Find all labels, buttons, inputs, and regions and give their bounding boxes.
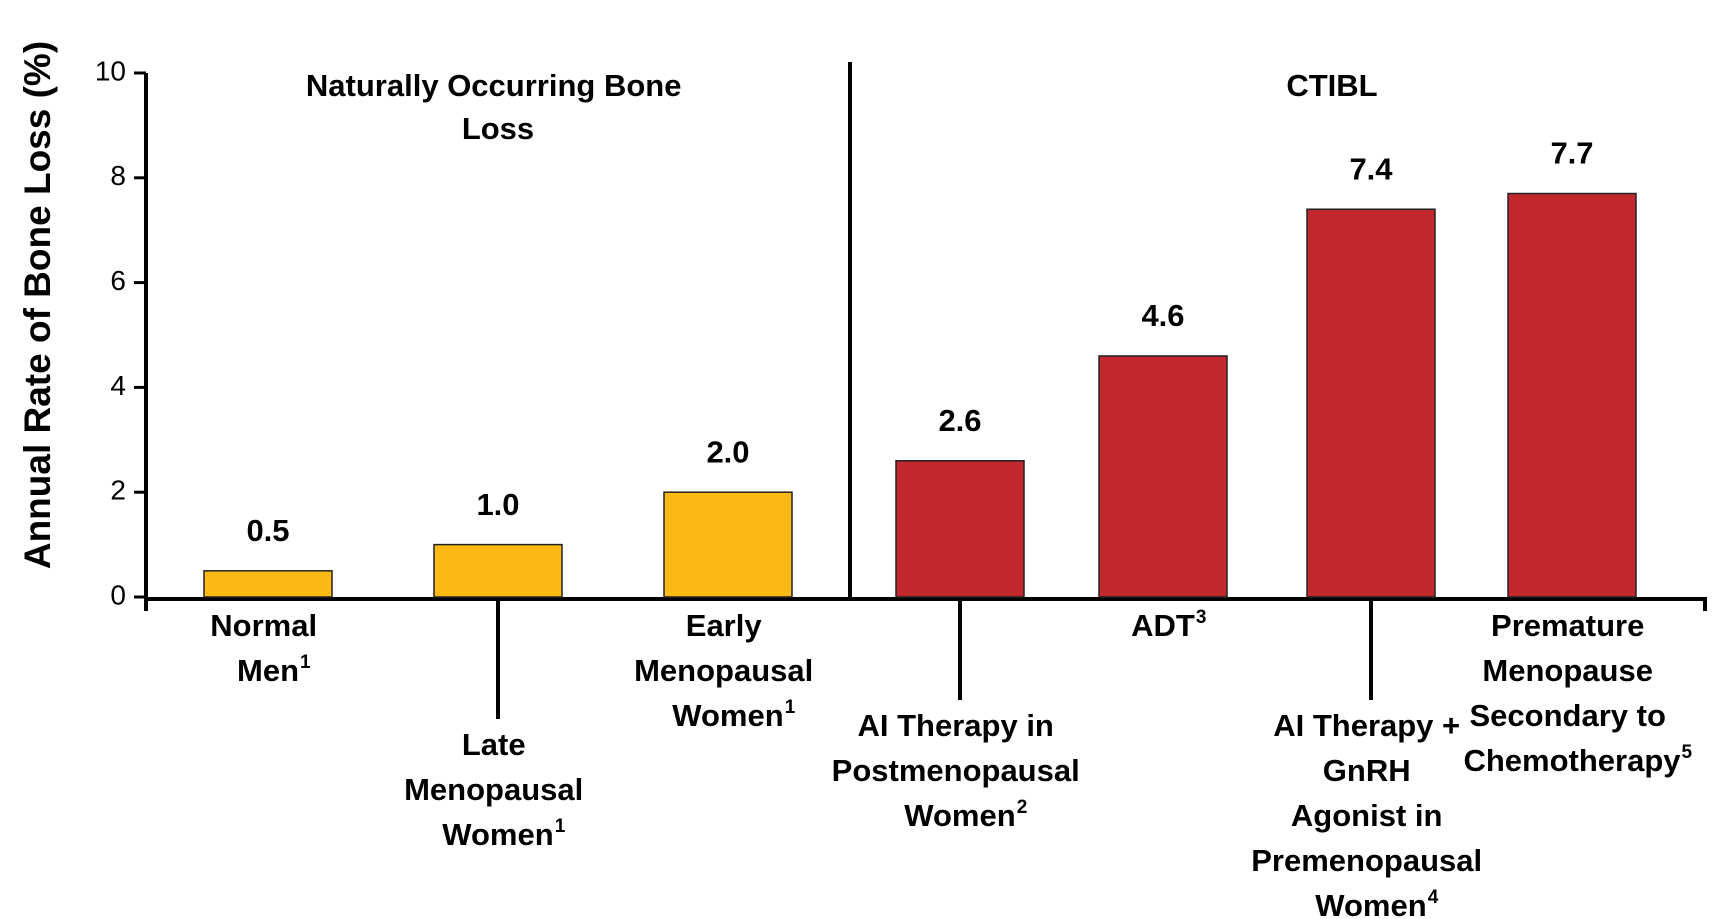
category-note: 1 bbox=[555, 816, 566, 837]
bar bbox=[663, 491, 793, 598]
category-note: 2 bbox=[1017, 797, 1028, 818]
x-tick-label: Late Menopausal Women bbox=[404, 727, 592, 852]
value-label: 7.4 bbox=[1349, 151, 1393, 186]
y-tick-label: 2 bbox=[110, 475, 126, 506]
category-note: 3 bbox=[1196, 607, 1207, 628]
category-note: 5 bbox=[1682, 742, 1693, 763]
bar bbox=[203, 570, 333, 598]
value-label: 0.5 bbox=[246, 513, 289, 548]
bar bbox=[1507, 192, 1637, 598]
bar bbox=[1306, 208, 1436, 598]
x-tick-label: Premature Menopause Secondary to Chemoth… bbox=[1463, 608, 1681, 778]
bar bbox=[895, 460, 1025, 598]
value-label: 7.7 bbox=[1550, 136, 1593, 171]
bar bbox=[433, 543, 563, 598]
value-label: 1.0 bbox=[476, 487, 519, 522]
value-label: 4.6 bbox=[1141, 298, 1184, 333]
x-tick-label: Normal Men bbox=[210, 608, 325, 688]
value-label: 2.6 bbox=[938, 403, 981, 438]
y-tick-label: 4 bbox=[110, 370, 126, 401]
group-label: Naturally Occurring Bone Loss bbox=[306, 68, 690, 146]
category-note: 1 bbox=[785, 697, 796, 718]
x-tick-label: Early Menopausal Women bbox=[634, 608, 822, 733]
y-tick-label: 10 bbox=[95, 55, 126, 86]
value-label: 2.0 bbox=[706, 434, 749, 469]
group-label: CTIBL bbox=[1286, 68, 1377, 103]
x-tick-label: AI Therapy + GnRH Agonist in Premenopaus… bbox=[1251, 708, 1490, 919]
bar bbox=[1098, 355, 1228, 598]
y-tick-label: 8 bbox=[110, 160, 126, 191]
x-tick-label: AI Therapy in Postmenopausal Women bbox=[832, 708, 1089, 833]
y-tick-label: 6 bbox=[110, 265, 126, 296]
y-axis-title: Annual Rate of Bone Loss (%) bbox=[17, 41, 58, 569]
x-tick-label: ADT bbox=[1131, 608, 1195, 643]
category-note: 4 bbox=[1428, 887, 1439, 908]
y-tick-label: 0 bbox=[110, 579, 126, 610]
category-note: 1 bbox=[300, 652, 311, 673]
